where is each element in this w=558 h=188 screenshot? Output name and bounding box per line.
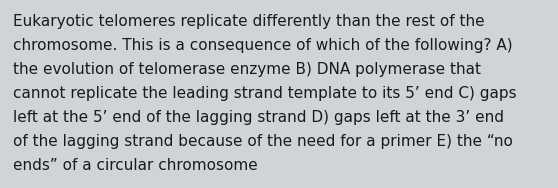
Text: Eukaryotic telomeres replicate differently than the rest of the: Eukaryotic telomeres replicate different…	[13, 14, 485, 29]
Text: left at the 5’ end of the lagging strand D) gaps left at the 3’ end: left at the 5’ end of the lagging strand…	[13, 110, 504, 125]
Text: of the lagging strand because of the need for a primer E) the “no: of the lagging strand because of the nee…	[13, 134, 513, 149]
Text: the evolution of telomerase enzyme B) DNA polymerase that: the evolution of telomerase enzyme B) DN…	[13, 62, 481, 77]
Text: cannot replicate the leading strand template to its 5’ end C) gaps: cannot replicate the leading strand temp…	[13, 86, 517, 101]
Text: ends” of a circular chromosome: ends” of a circular chromosome	[13, 158, 258, 173]
Text: chromosome. This is a consequence of which of the following? A): chromosome. This is a consequence of whi…	[13, 38, 513, 53]
